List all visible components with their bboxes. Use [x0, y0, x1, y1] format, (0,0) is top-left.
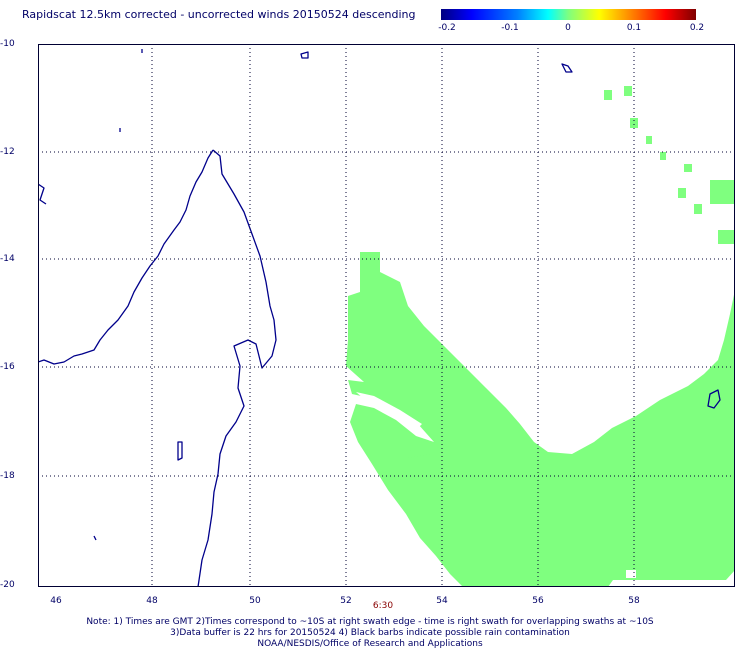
lat-label: -12 [0, 147, 15, 157]
colorbar-tick: -0.1 [501, 23, 519, 33]
swath-region [346, 86, 735, 587]
footnote-credit: NOAA/NESDIS/Office of Research and Appli… [257, 639, 483, 649]
lat-label: -10 [0, 39, 15, 49]
graticule [38, 44, 735, 587]
plot-frame [38, 44, 735, 587]
footnote-2: 3)Data buffer is 22 hrs for 20150524 4) … [170, 628, 570, 638]
lat-label: -18 [0, 471, 15, 481]
lat-label: -20 [0, 580, 15, 590]
lat-label: -16 [0, 362, 15, 372]
lon-label: 50 [249, 596, 261, 606]
swath-time-label: 6:30 [372, 601, 394, 611]
coastlines [38, 49, 721, 587]
lon-label: 56 [532, 596, 544, 606]
footnote-1: Note: 1) Times are GMT 2)Times correspon… [86, 617, 654, 627]
lon-label: 58 [628, 596, 640, 606]
colorbar [441, 9, 696, 20]
lon-label: 54 [436, 596, 448, 606]
lon-label: 52 [340, 596, 352, 606]
colorbar-tick: -0.2 [438, 23, 456, 33]
lat-label: -14 [0, 254, 15, 264]
lon-label: 48 [146, 596, 158, 606]
wind-difference-map [38, 44, 735, 587]
colorbar-tick: 0 [565, 23, 571, 33]
lon-label: 46 [50, 596, 62, 606]
map-title: Rapidscat 12.5km corrected - uncorrected… [22, 8, 416, 21]
colorbar-tick: 0.2 [689, 23, 705, 33]
colorbar-tick: 0.1 [626, 23, 642, 33]
